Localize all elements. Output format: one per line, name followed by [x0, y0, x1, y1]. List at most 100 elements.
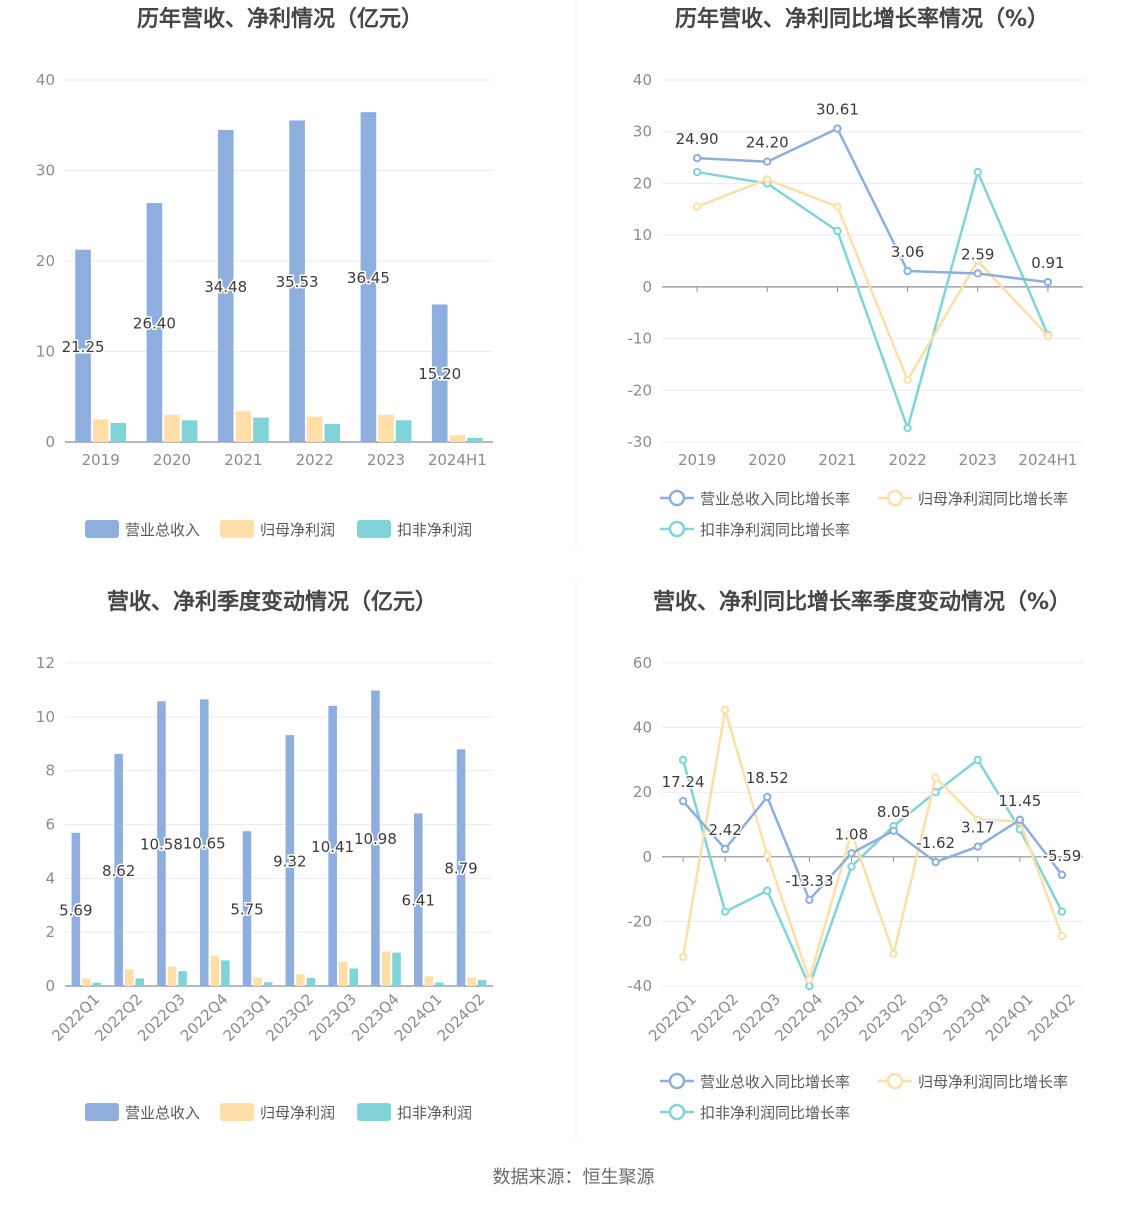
legend-label: 扣非净利润: [397, 1104, 472, 1122]
data-label: 8.79: [444, 860, 477, 878]
bar-revenue: [360, 112, 377, 442]
legend-swatch: [220, 1103, 254, 1121]
data-label: 24.90: [676, 130, 719, 148]
bar-revenue: [371, 690, 380, 986]
legend-marker: [668, 1072, 686, 1090]
bar-deducted_profit: [263, 982, 273, 986]
legend-label: 营业总收入同比增长率: [700, 1073, 850, 1091]
legend-marker: [668, 489, 686, 507]
point-revenue: [720, 844, 730, 854]
x-tick-label: 2024H1: [428, 451, 487, 469]
y-tick-label: 30: [633, 123, 652, 141]
point-deducted_profit: [678, 755, 688, 765]
point-net_profit: [931, 773, 940, 782]
y-tick-label: 6: [45, 816, 55, 834]
y-tick-label: 40: [36, 71, 55, 89]
x-tick-label: 2021: [224, 451, 262, 469]
data-label: -1.62: [916, 834, 955, 852]
bar-net_profit: [92, 419, 109, 442]
bar-net_profit: [306, 416, 323, 442]
point-revenue: [1043, 277, 1053, 287]
bar-deducted_profit: [349, 968, 359, 986]
point-revenue: [692, 153, 702, 163]
data-label: 10.65: [183, 835, 226, 853]
bar-net_profit: [296, 974, 305, 986]
series-line-revenue: [697, 126, 1049, 284]
legend-swatch: [85, 520, 119, 538]
data-label: -5.59: [1043, 847, 1082, 865]
x-tick-label: 2023: [959, 451, 997, 469]
data-label: 15.20: [418, 365, 461, 383]
data-label: 34.48: [204, 278, 247, 296]
point-net_profit: [692, 202, 702, 211]
point-deducted_profit: [805, 981, 814, 991]
y-tick-label: -10: [628, 330, 653, 348]
series-line-net_profit: [681, 709, 1064, 984]
point-revenue: [847, 849, 856, 858]
data-label: 17.24: [662, 773, 705, 791]
bar-net_profit: [424, 976, 434, 986]
y-tick-label: 0: [642, 848, 652, 866]
y-tick-label: 8: [45, 762, 55, 780]
bar-net_profit: [449, 435, 466, 442]
bar-net_profit: [378, 414, 394, 442]
bar-revenue: [289, 120, 305, 443]
chart-panel-4: 营收、净利同比增长率季度变动情况（%）-40-2002040602022Q120…: [628, 589, 1083, 1122]
point-net_profit: [973, 256, 982, 266]
y-tick-label: 10: [36, 708, 55, 726]
data-label: 30.61: [816, 101, 859, 119]
bar-revenue: [456, 749, 466, 986]
chart-title: 营收、净利同比增长率季度变动情况（%）: [653, 589, 1071, 615]
y-tick-label: 0: [642, 278, 652, 296]
x-tick-label: 2019: [678, 451, 716, 469]
point-revenue: [889, 826, 898, 835]
legend-label: 营业总收入: [125, 521, 200, 539]
chart-title: 营收、净利季度变动情况（亿元）: [107, 589, 437, 615]
point-revenue: [833, 124, 842, 133]
bar-revenue: [75, 249, 91, 442]
bar-revenue: [285, 735, 295, 986]
point-revenue: [805, 895, 814, 905]
x-tick-label: 2019: [82, 451, 120, 469]
bar-revenue: [146, 203, 163, 442]
point-net_profit: [678, 952, 688, 962]
point-net_profit: [763, 850, 772, 860]
data-label: 9.32: [273, 853, 306, 871]
data-label: 10.41: [311, 838, 354, 856]
x-tick-label: 2024Q2: [434, 990, 489, 1045]
y-tick-label: 40: [633, 71, 652, 89]
data-label: 3.06: [891, 243, 924, 261]
bar-revenue: [157, 701, 166, 986]
x-tick-label: 2023: [367, 451, 405, 469]
point-revenue: [903, 266, 912, 276]
bar-revenue: [242, 831, 252, 986]
data-label: 11.45: [998, 792, 1041, 810]
point-deducted_profit: [847, 862, 856, 871]
data-label: 1.08: [835, 825, 868, 843]
x-tick-label: 2020: [748, 451, 786, 469]
point-net_profit: [889, 949, 898, 958]
point-net_profit: [763, 175, 772, 184]
legend: 营业总收入 归母净利润 扣非净利润: [85, 520, 472, 539]
y-tick-label: 40: [633, 719, 652, 737]
y-tick-label: 10: [633, 226, 652, 244]
point-deducted_profit: [973, 755, 982, 765]
y-tick-label: 4: [45, 869, 55, 887]
point-revenue: [763, 792, 772, 802]
bar-deducted_profit: [178, 971, 187, 986]
point-net_profit: [833, 202, 842, 211]
legend-marker: [886, 1072, 904, 1090]
bar-deducted_profit: [306, 977, 316, 986]
chart-title: 历年营收、净利情况（亿元）: [137, 6, 423, 32]
bar-net_profit: [235, 411, 252, 442]
legend-swatch: [357, 520, 391, 538]
series-line-deducted_profit: [681, 758, 1064, 990]
data-label: 8.05: [877, 803, 910, 821]
bar-net_profit: [167, 966, 177, 986]
legend-marker: [886, 489, 904, 507]
point-revenue: [763, 157, 772, 166]
bar-deducted_profit: [92, 982, 102, 986]
legend-label: 扣非净利润: [397, 521, 472, 539]
